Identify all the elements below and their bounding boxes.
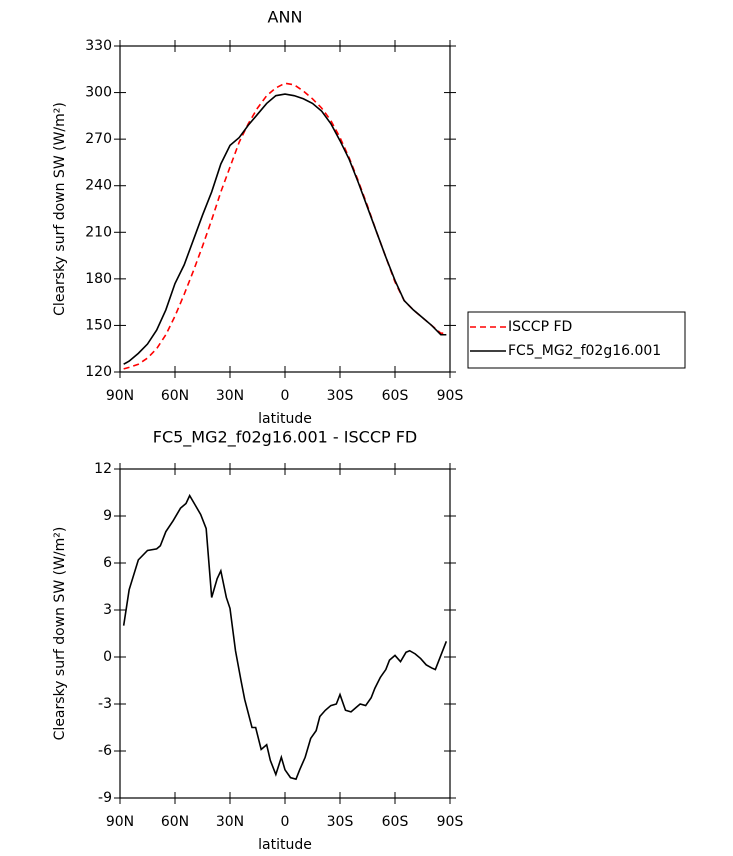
x-tick-label: 60S [382, 388, 409, 404]
x-tick-label: 60N [161, 814, 189, 830]
y-tick-label: 120 [85, 364, 112, 380]
legend-label: FC5_MG2_f02g16.001 [508, 343, 661, 359]
x-tick-label: 30S [327, 388, 354, 404]
y-tick-label: -3 [98, 696, 112, 712]
x-tick-label: 60S [382, 814, 409, 830]
x-tick-label: 30N [216, 814, 244, 830]
y-axis-label: Clearsky surf down SW (W/m²) [52, 102, 68, 316]
y-tick-label: 150 [85, 317, 112, 333]
data-line [123, 82, 447, 370]
legend-label: ISCCP FD [508, 319, 572, 335]
y-tick-label: 6 [103, 555, 112, 571]
data-line [123, 93, 447, 365]
x-tick-label: 90S [437, 388, 464, 404]
legend-box [467, 311, 686, 369]
x-axis-label: latitude [258, 411, 312, 427]
y-tick-label: 9 [103, 508, 112, 524]
y-tick-label: -9 [98, 790, 112, 806]
x-tick-label: 60N [161, 388, 189, 404]
data-line [122, 493, 448, 781]
x-tick-label: 0 [281, 814, 290, 830]
x-tick-label: 90N [106, 814, 134, 830]
y-axis-label: Clearsky surf down SW (W/m²) [52, 527, 68, 741]
x-tick-label: 90S [437, 814, 464, 830]
y-tick-label: 270 [85, 131, 112, 147]
y-tick-label: -6 [98, 743, 112, 759]
y-tick-label: 180 [85, 271, 112, 287]
y-tick-label: 3 [103, 602, 112, 618]
y-tick-label: 0 [103, 649, 112, 665]
x-axis-label: latitude [258, 837, 312, 853]
y-tick-label: 240 [85, 178, 112, 194]
y-tick-label: 210 [85, 224, 112, 240]
y-tick-label: 300 [85, 85, 112, 101]
x-tick-label: 30S [327, 814, 354, 830]
chart-title: ANN [268, 8, 303, 27]
x-tick-label: 30N [216, 388, 244, 404]
y-tick-label: 330 [85, 38, 112, 54]
y-tick-label: 12 [94, 461, 112, 477]
plot-frame [119, 468, 451, 799]
chart-title: FC5_MG2_f02g16.001 - ISCCP FD [153, 428, 418, 448]
x-tick-label: 0 [281, 388, 290, 404]
plot-frame [119, 45, 451, 373]
x-tick-label: 90N [106, 388, 134, 404]
